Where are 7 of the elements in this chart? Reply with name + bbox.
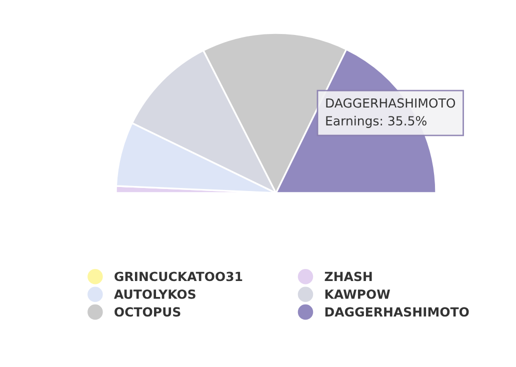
legend-label: OCTOPUS (114, 307, 180, 317)
text: DAGGERHASHIMOTO Earnings: 35.5% (326, 98, 456, 128)
legend-label: ZHASH (324, 272, 372, 282)
legend-label: KAWPOW (325, 289, 390, 299)
legend-label: AUTOLYKOS (114, 289, 196, 299)
legend-label: DAGGERHASHIMOTO (325, 307, 469, 317)
legend-label: GRINCUCKATOO31 (114, 272, 242, 282)
